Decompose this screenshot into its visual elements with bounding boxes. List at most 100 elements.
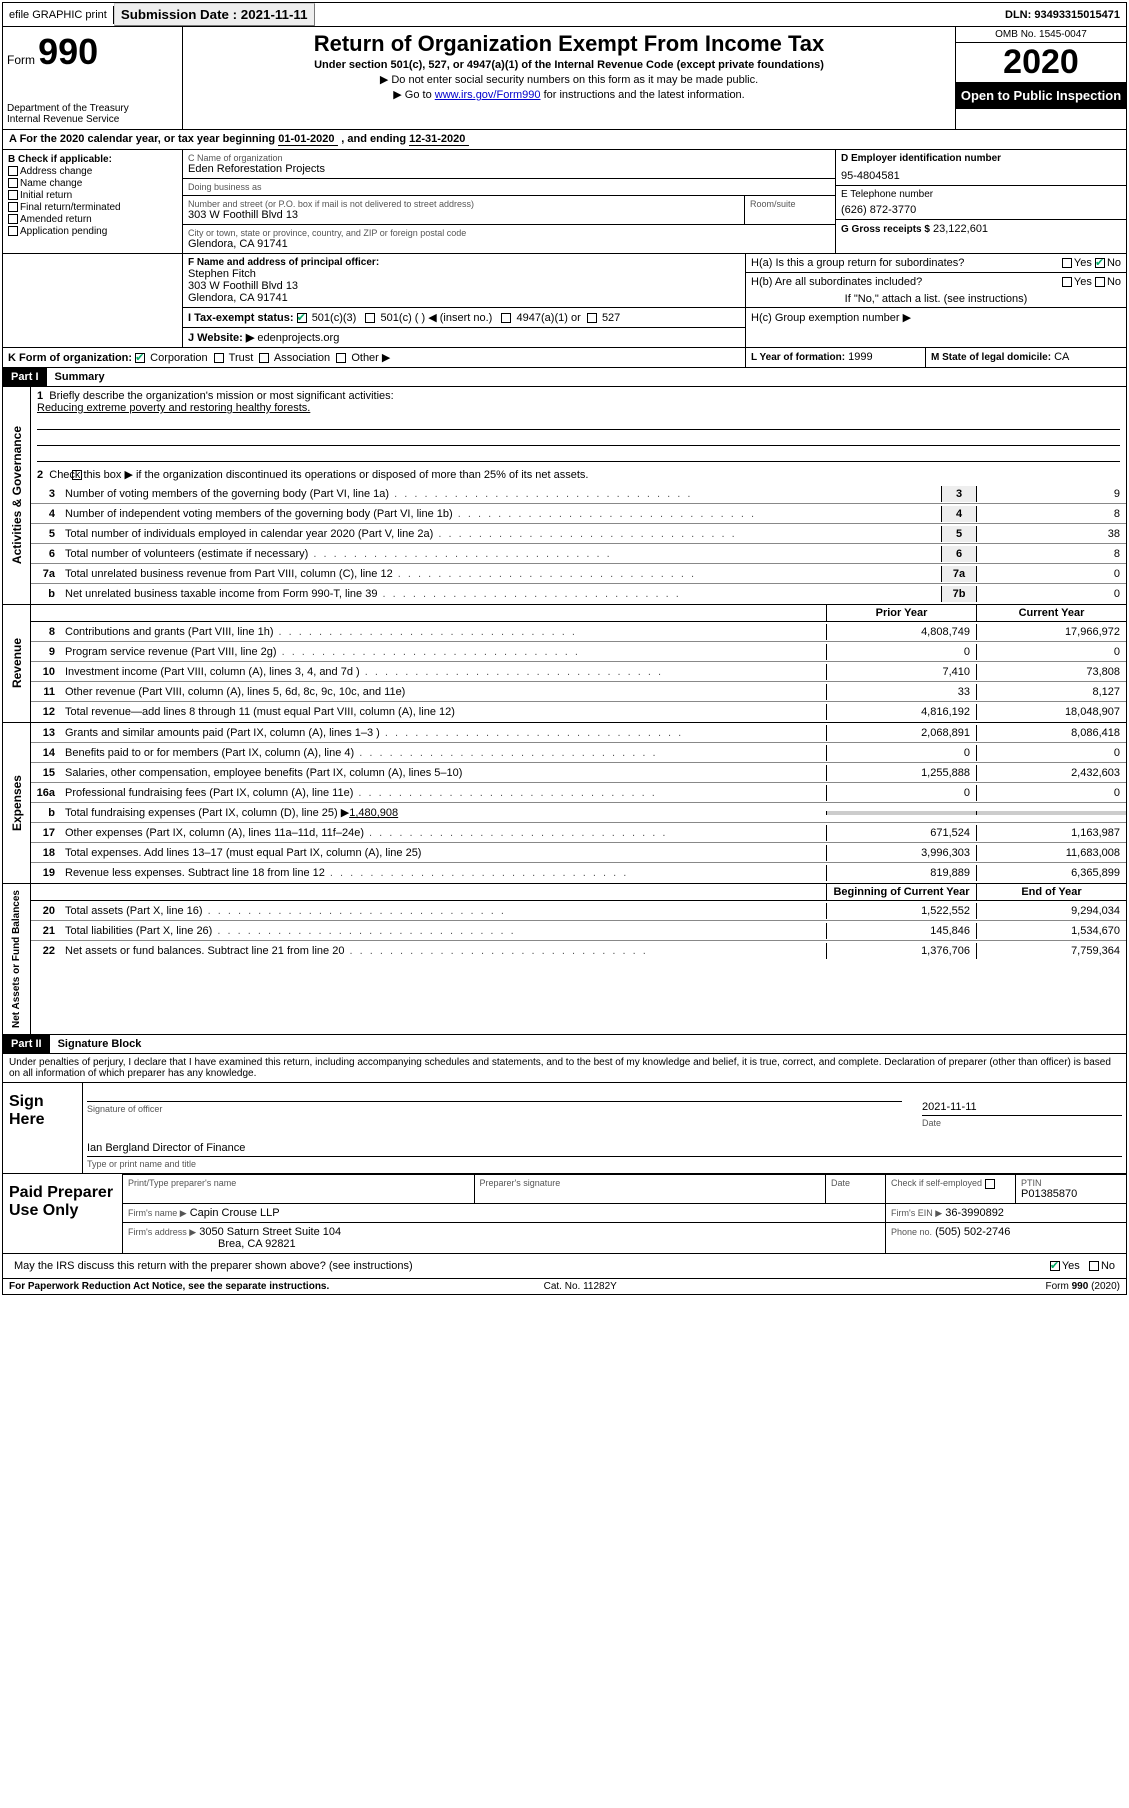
- discuss-yes[interactable]: [1050, 1261, 1060, 1271]
- l16b-current-shaded: [976, 811, 1126, 815]
- dba-label: Doing business as: [188, 182, 830, 192]
- instructions-link[interactable]: www.irs.gov/Form990: [435, 89, 541, 101]
- section-revenue: Revenue Prior YearCurrent Year 8Contribu…: [2, 605, 1127, 723]
- gross-value: 23,122,601: [933, 223, 988, 235]
- submission-date-button[interactable]: Submission Date : 2021-11-11: [114, 3, 315, 26]
- firm-addr2: Brea, CA 92821: [218, 1238, 296, 1250]
- cb-amended[interactable]: Amended return: [8, 214, 177, 225]
- cb-final-return[interactable]: Final return/terminated: [8, 202, 177, 213]
- ha-no[interactable]: [1095, 258, 1105, 268]
- officer-name: Stephen Fitch: [188, 268, 740, 280]
- l10-current: 73,808: [976, 664, 1126, 680]
- l22-prior: 1,376,706: [826, 943, 976, 959]
- l13-current: 8,086,418: [976, 725, 1126, 741]
- l6-label: Total number of volunteers (estimate if …: [61, 546, 941, 562]
- l6-val: 8: [976, 546, 1126, 562]
- firm-ein: 36-3990892: [945, 1207, 1004, 1219]
- l11-prior: 33: [826, 684, 976, 700]
- firm-name: Capin Crouse LLP: [190, 1207, 280, 1219]
- l14-current: 0: [976, 745, 1126, 761]
- discuss-label: May the IRS discuss this return with the…: [9, 1257, 970, 1275]
- l12-label: Total revenue—add lines 8 through 11 (mu…: [61, 704, 826, 720]
- l22-current: 7,759,364: [976, 943, 1126, 959]
- ag-label: Activities & Governance: [8, 420, 26, 570]
- phone-label: E Telephone number: [841, 189, 1121, 200]
- l8-current: 17,966,972: [976, 624, 1126, 640]
- l19-label: Revenue less expenses. Subtract line 18 …: [61, 865, 826, 881]
- ein-label: D Employer identification number: [841, 153, 1121, 164]
- cb-527[interactable]: [587, 313, 597, 323]
- cb-corp[interactable]: [135, 353, 145, 363]
- ha-yes[interactable]: [1062, 258, 1072, 268]
- cb-assoc[interactable]: [259, 353, 269, 363]
- ptin-label: PTIN: [1021, 1178, 1121, 1188]
- hc-label: H(c) Group exemption number ▶: [746, 308, 1126, 327]
- l17-prior: 671,524: [826, 825, 976, 841]
- street-label: Number and street (or P.O. box if mail i…: [188, 199, 739, 209]
- l16a-label: Professional fundraising fees (Part IX, …: [61, 785, 826, 801]
- state-domicile: CA: [1054, 351, 1069, 363]
- l15-prior: 1,255,888: [826, 765, 976, 781]
- l12-prior: 4,816,192: [826, 704, 976, 720]
- period-end: 12-31-2020: [409, 133, 469, 146]
- section-netassets: Net Assets or Fund Balances Beginning of…: [2, 884, 1127, 1035]
- phone-value: (626) 872-3770: [841, 204, 1121, 216]
- cb-other[interactable]: [336, 353, 346, 363]
- footer-right: Form 990 (2020): [1046, 1281, 1120, 1292]
- cb-self-employed[interactable]: [985, 1179, 995, 1189]
- l8-label: Contributions and grants (Part VIII, lin…: [61, 624, 826, 640]
- l9-prior: 0: [826, 644, 976, 660]
- l20-label: Total assets (Part X, line 16): [61, 903, 826, 919]
- prior-year-header: Prior Year: [826, 605, 976, 621]
- period-line: A For the 2020 calendar year, or tax yea…: [2, 130, 1127, 150]
- hb-yes[interactable]: [1062, 277, 1072, 287]
- name-label: C Name of organization: [188, 153, 830, 163]
- omb-number: OMB No. 1545-0047: [956, 27, 1126, 43]
- prep-name-header: Print/Type preparer's name: [128, 1178, 469, 1188]
- cb-trust[interactable]: [214, 353, 224, 363]
- prep-date-header: Date: [831, 1178, 880, 1188]
- section-expenses: Expenses 13Grants and similar amounts pa…: [2, 723, 1127, 884]
- l2-checkbox[interactable]: [72, 470, 82, 480]
- l15-current: 2,432,603: [976, 765, 1126, 781]
- l16a-current: 0: [976, 785, 1126, 801]
- l13-label: Grants and similar amounts paid (Part IX…: [61, 725, 826, 741]
- paid-preparer-block: Paid Preparer Use Only Print/Type prepar…: [2, 1174, 1127, 1254]
- cb-name-change[interactable]: Name change: [8, 178, 177, 189]
- box-b-label: B Check if applicable:: [8, 154, 177, 165]
- l16b-prior-shaded: [826, 811, 976, 815]
- mission-text: Reducing extreme poverty and restoring h…: [37, 402, 1120, 414]
- year-formation: 1999: [848, 351, 872, 363]
- form-subtitle: Under section 501(c), 527, or 4947(a)(1)…: [191, 59, 947, 71]
- cb-initial-return[interactable]: Initial return: [8, 190, 177, 201]
- l4-val: 8: [976, 506, 1126, 522]
- city-label: City or town, state or province, country…: [188, 228, 830, 238]
- self-employed-label: Check if self-employed: [886, 1175, 1016, 1203]
- part1-header: Part I: [3, 368, 47, 386]
- l11-label: Other revenue (Part VIII, column (A), li…: [61, 684, 826, 700]
- city-value: Glendora, CA 91741: [188, 238, 830, 250]
- cb-address-change[interactable]: Address change: [8, 166, 177, 177]
- l21-label: Total liabilities (Part X, line 26): [61, 923, 826, 939]
- cb-501c[interactable]: [365, 313, 375, 323]
- hb-no[interactable]: [1095, 277, 1105, 287]
- l18-label: Total expenses. Add lines 13–17 (must eq…: [61, 845, 826, 861]
- part2-title: Signature Block: [50, 1035, 150, 1053]
- open-to-public: Open to Public Inspection: [956, 82, 1126, 109]
- sig-officer-label: Signature of officer: [87, 1104, 902, 1114]
- top-bar: efile GRAPHIC print Submission Date : 20…: [2, 2, 1127, 27]
- l17-label: Other expenses (Part IX, column (A), lin…: [61, 825, 826, 841]
- l7b-label: Net unrelated business taxable income fr…: [61, 586, 941, 602]
- footer-left: For Paperwork Reduction Act Notice, see …: [9, 1281, 329, 1292]
- l14-label: Benefits paid to or for members (Part IX…: [61, 745, 826, 761]
- l14-prior: 0: [826, 745, 976, 761]
- form-header: Form 990 Department of the Treasury Inte…: [2, 27, 1127, 130]
- cb-4947[interactable]: [501, 313, 511, 323]
- cb-501c3[interactable]: [297, 313, 307, 323]
- cb-app-pending[interactable]: Application pending: [8, 226, 177, 237]
- l18-current: 11,683,008: [976, 845, 1126, 861]
- discuss-no[interactable]: [1089, 1261, 1099, 1271]
- hb-label: H(b) Are all subordinates included?: [746, 273, 1016, 291]
- prep-sig-header: Preparer's signature: [480, 1178, 821, 1188]
- efile-label: efile GRAPHIC print: [3, 6, 114, 24]
